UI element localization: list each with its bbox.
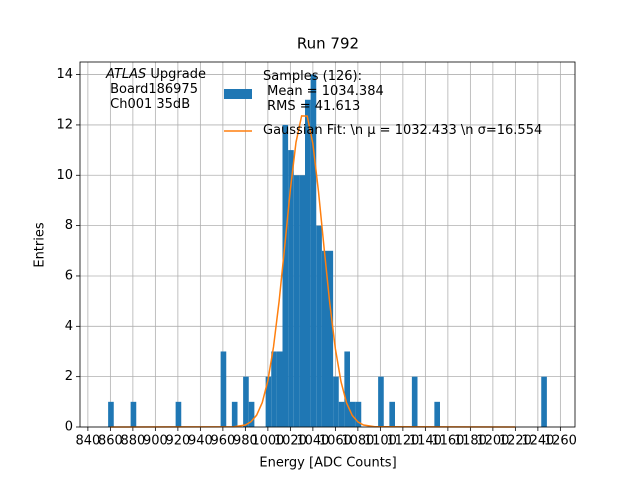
bar bbox=[243, 376, 249, 427]
x-tick-label: 1000 bbox=[251, 434, 284, 449]
bar bbox=[282, 124, 289, 428]
x-tick-label: 1100 bbox=[364, 434, 397, 449]
bar bbox=[321, 250, 328, 427]
bar bbox=[344, 351, 350, 427]
bar bbox=[305, 99, 311, 428]
bar bbox=[130, 401, 137, 427]
bar bbox=[434, 401, 440, 427]
y-tick-label: 12 bbox=[56, 117, 73, 132]
legend-label: Samples (126): Mean = 1034.384 RMS = 41.… bbox=[263, 69, 384, 114]
bar bbox=[316, 225, 322, 427]
bar bbox=[327, 250, 334, 427]
x-tick-label: 1260 bbox=[544, 434, 577, 449]
bar bbox=[333, 376, 339, 427]
annotation-text: Upgrade Board186975 Ch001 35dB bbox=[110, 67, 206, 112]
chart-title: Run 792 bbox=[297, 35, 359, 53]
bar bbox=[276, 351, 283, 427]
bar bbox=[231, 401, 238, 427]
y-tick-label: 10 bbox=[56, 168, 73, 183]
bar bbox=[310, 74, 317, 427]
annotation-emphasis: ATLAS bbox=[106, 67, 147, 82]
y-axis-label: Entries bbox=[33, 222, 48, 268]
x-tick-label: 1120 bbox=[386, 434, 419, 449]
plot-frame bbox=[79, 61, 576, 428]
bar bbox=[541, 376, 547, 427]
x-tick-label: 1220 bbox=[499, 434, 532, 449]
x-tick-label: 900 bbox=[143, 434, 168, 449]
bar bbox=[108, 401, 114, 427]
x-tick-label: 1040 bbox=[296, 434, 329, 449]
y-tick-label: 4 bbox=[65, 319, 73, 334]
y-tick-label: 8 bbox=[65, 218, 73, 233]
x-tick-label: 940 bbox=[188, 434, 213, 449]
bar bbox=[378, 376, 384, 427]
fit-line bbox=[110, 115, 516, 428]
x-tick-label: 880 bbox=[120, 434, 145, 449]
x-tick-label: 1200 bbox=[476, 434, 509, 449]
bar bbox=[338, 401, 345, 427]
annotation: ATLAS Upgrade Board186975 Ch001 35dB bbox=[106, 67, 206, 112]
legend-label: Gaussian Fit: \n μ = 1032.433 \n σ=16.55… bbox=[263, 123, 543, 138]
x-tick-label: 1020 bbox=[274, 434, 307, 449]
y-tick-label: 2 bbox=[65, 369, 73, 384]
bar bbox=[389, 401, 395, 427]
bar bbox=[293, 175, 300, 427]
y-tick-label: 14 bbox=[56, 67, 73, 82]
bar bbox=[175, 401, 182, 427]
legend-swatch bbox=[224, 89, 252, 99]
bar bbox=[220, 351, 227, 427]
x-tick-label: 860 bbox=[98, 434, 123, 449]
x-tick-label: 1240 bbox=[521, 434, 554, 449]
x-tick-label: 840 bbox=[75, 434, 100, 449]
bar bbox=[299, 175, 305, 427]
bar bbox=[288, 150, 294, 427]
bar bbox=[350, 401, 356, 427]
x-tick-label: 1180 bbox=[454, 434, 487, 449]
x-tick-label: 1140 bbox=[409, 434, 442, 449]
y-tick-label: 6 bbox=[65, 268, 73, 283]
x-tick-label: 920 bbox=[165, 434, 190, 449]
x-tick-label: 980 bbox=[233, 434, 258, 449]
bar bbox=[265, 376, 272, 427]
x-axis-label: Energy [ADC Counts] bbox=[259, 456, 396, 471]
bar bbox=[248, 401, 255, 427]
x-tick-label: 1080 bbox=[341, 434, 374, 449]
x-tick-label: 1160 bbox=[431, 434, 464, 449]
bar bbox=[411, 376, 418, 427]
bar bbox=[355, 401, 362, 427]
y-tick-label: 0 bbox=[65, 420, 73, 435]
x-tick-label: 1060 bbox=[319, 434, 352, 449]
x-tick-label: 960 bbox=[210, 434, 235, 449]
bar bbox=[271, 351, 277, 427]
